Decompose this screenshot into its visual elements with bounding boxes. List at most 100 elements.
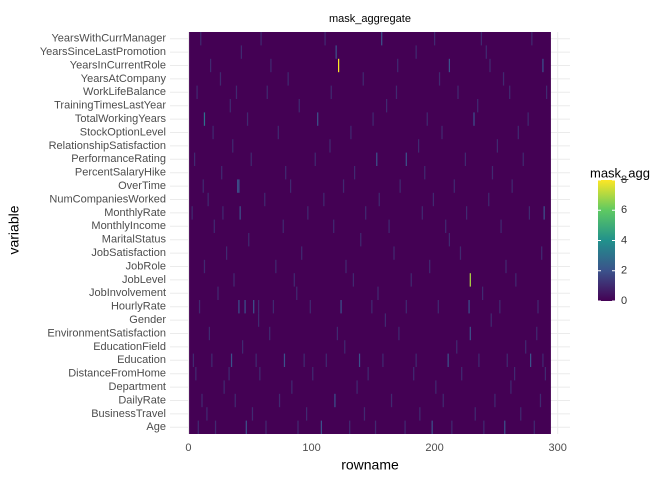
heatmap-cell <box>437 300 439 314</box>
heatmap-cell <box>287 72 289 86</box>
heatmap-cell <box>228 367 230 381</box>
heatmap-cell <box>447 353 449 367</box>
y-tick-label: MonthlyRate <box>104 207 166 219</box>
y-tick-label: DistanceFromHome <box>68 368 166 380</box>
heatmap-cell <box>238 300 240 314</box>
heatmap-cell <box>464 152 466 166</box>
heatmap-cell <box>244 300 246 314</box>
y-tick-label: OverTime <box>118 180 166 192</box>
y-tick-label: MonthlyIncome <box>91 220 166 232</box>
y-tick-label: TotalWorkingYears <box>75 113 167 125</box>
heatmap-cell <box>210 58 212 73</box>
heatmap-cell <box>285 166 287 180</box>
x-tick-label: 200 <box>425 442 443 454</box>
heatmap-cell <box>438 72 441 86</box>
heatmap-cell <box>525 340 527 354</box>
heatmap-cell <box>505 259 507 274</box>
heatmap-cell <box>201 393 203 408</box>
heatmap-cell <box>207 192 209 207</box>
heatmap-cell <box>528 206 530 220</box>
heatmap-cell <box>514 367 516 381</box>
heatmap-cell <box>338 58 340 73</box>
heatmap-cell <box>350 125 352 140</box>
heatmap-cell <box>405 152 407 166</box>
heatmap-cell <box>461 367 463 381</box>
y-tick-label: PercentSalaryHike <box>75 167 166 179</box>
heatmap-cell <box>435 380 437 394</box>
heatmap-cell <box>278 393 281 408</box>
heatmap-cell <box>298 99 300 113</box>
heatmap-cell <box>546 85 548 99</box>
heatmap-cell <box>473 112 475 126</box>
heatmap-cell <box>530 353 532 367</box>
heatmap-cell <box>365 206 367 220</box>
y-tick-label: HourlyRate <box>111 301 166 313</box>
legend-title: mask_agg <box>590 165 650 180</box>
heatmap-cell <box>312 367 314 381</box>
heatmap-cell <box>260 32 262 46</box>
y-tick-label: Education <box>117 354 166 366</box>
heatmap-cell <box>527 112 529 126</box>
heatmap-cell <box>434 32 436 46</box>
heatmap-cell <box>539 393 542 408</box>
heatmap-cell <box>255 353 257 367</box>
heatmap-cell <box>376 152 378 166</box>
heatmap-cell <box>344 340 346 354</box>
heatmap-cell <box>282 219 284 233</box>
heatmap-cell <box>277 125 279 140</box>
heatmap-cell <box>237 179 239 193</box>
y-tick-label: YearsInCurrentRole <box>70 59 166 71</box>
heatmap-cell <box>506 353 508 367</box>
heatmap-cell <box>202 179 204 193</box>
heatmap-cell <box>219 72 222 86</box>
heatmap-cell <box>213 219 215 233</box>
heatmap-cell <box>226 246 228 260</box>
colorbar <box>598 180 615 301</box>
y-tick-label: JobSatisfaction <box>91 247 166 259</box>
heatmap-cell <box>336 326 338 341</box>
heatmap-cell <box>395 85 398 99</box>
heatmap-cell <box>191 206 193 220</box>
y-tick-label: JobInvolvement <box>89 287 166 299</box>
heatmap-cell <box>266 85 268 99</box>
heatmap-cell <box>258 313 260 327</box>
heatmap-cell <box>485 45 487 59</box>
legend-tick: 4 <box>621 234 627 246</box>
heatmap-cell <box>432 192 434 207</box>
y-axis-title: variable <box>6 205 22 254</box>
y-tick-label: TrainingTimesLastYear <box>54 100 166 112</box>
heatmap-cell <box>342 179 345 193</box>
heatmap-cell <box>307 206 309 220</box>
heatmap-cell <box>384 313 386 327</box>
heatmap-cell <box>356 380 358 394</box>
heatmap-cell <box>496 139 498 153</box>
y-tick-label: JobLevel <box>122 274 166 286</box>
heatmap-cell <box>541 246 543 260</box>
heatmap-cell <box>329 139 331 153</box>
heatmap-cell <box>354 166 356 180</box>
heatmap-cell <box>197 420 199 434</box>
heatmap-cell <box>410 273 412 287</box>
heatmap-cell <box>404 420 406 434</box>
heatmap-cell <box>251 407 254 421</box>
heatmap-cell <box>441 125 443 140</box>
heatmap-cell <box>509 85 511 99</box>
y-tick-label: YearsSinceLastPromotion <box>40 46 166 58</box>
heatmap-cell <box>253 300 255 314</box>
heatmap-cell <box>214 420 217 434</box>
heatmap-cell <box>301 246 303 260</box>
heatmap-cell <box>269 326 271 341</box>
heatmap-cell <box>235 85 238 99</box>
heatmap-cell <box>533 420 535 434</box>
heatmap-cell <box>510 380 512 394</box>
y-tick-label: RelationshipSatisfaction <box>49 140 166 152</box>
heatmap-cell <box>270 58 272 73</box>
heatmap-cell <box>466 206 468 220</box>
heatmap-cell <box>265 420 267 434</box>
heatmap-cell <box>448 58 450 73</box>
heatmap-cell <box>490 313 492 327</box>
heatmap-cell <box>232 139 234 153</box>
heatmap-cell <box>330 85 332 99</box>
heatmap-cell <box>477 99 479 113</box>
heatmap-cell <box>195 367 197 381</box>
